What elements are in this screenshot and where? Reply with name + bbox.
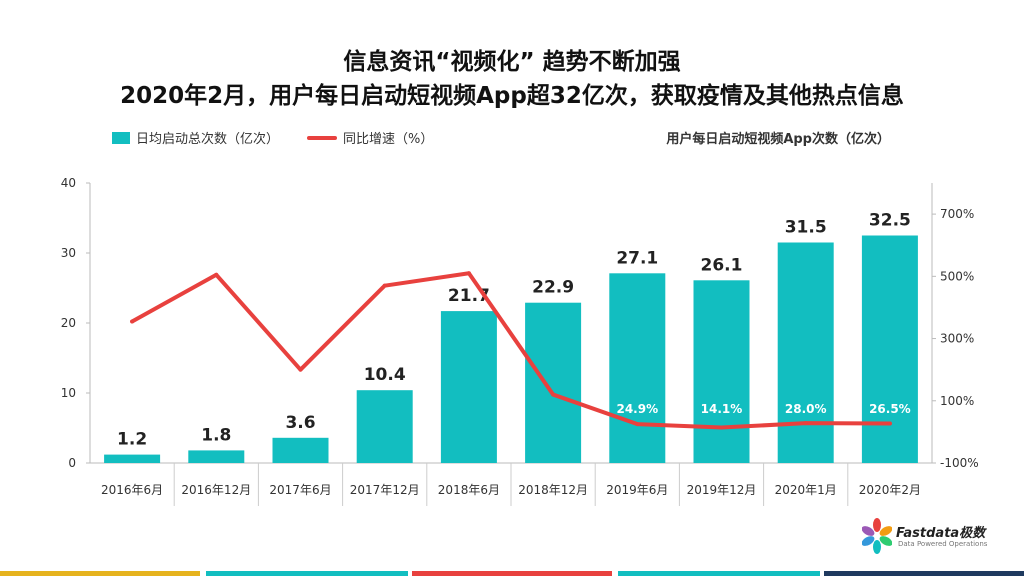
y-left-tick-label: 20 — [61, 316, 76, 330]
legend-item-bar: 日均启动总次数（亿次） — [112, 128, 279, 147]
y-right-tick-label: 500% — [940, 269, 974, 283]
bar-value-label: 32.5 — [869, 211, 911, 231]
flower-icon — [862, 518, 892, 554]
x-tick-label: 2019年12月 — [687, 483, 757, 497]
x-tick-label: 2019年6月 — [606, 483, 668, 497]
footer-stripe — [0, 571, 200, 576]
brand-logo: Fastdata极数 Data Powered Operations — [862, 516, 1002, 556]
bar — [272, 437, 329, 463]
x-tick-label: 2020年1月 — [775, 483, 837, 497]
bar-value-label: 26.1 — [701, 255, 743, 275]
legend-item-line: 同比增速（%） — [307, 128, 433, 147]
x-tick-label: 2018年6月 — [438, 483, 500, 497]
x-tick-label: 2020年2月 — [859, 483, 921, 497]
bar-value-label: 10.4 — [364, 365, 406, 385]
legend-label-line: 同比增速（%） — [343, 132, 434, 147]
growth-point — [382, 283, 387, 288]
bar — [356, 390, 413, 463]
bar — [861, 235, 918, 463]
growth-value-label: 14.1% — [701, 402, 743, 416]
growth-value-label: 28.0% — [785, 402, 827, 416]
bar-value-label: 22.9 — [532, 278, 574, 298]
bar-value-label: 3.6 — [285, 413, 315, 433]
logo-tagline: Data Powered Operations — [898, 540, 988, 548]
y-left-tick-label: 10 — [61, 386, 76, 400]
bar-value-label: 27.1 — [616, 248, 658, 268]
y-left-tick-label: 40 — [61, 176, 76, 190]
footer-stripe — [618, 571, 820, 576]
x-tick-label: 2016年6月 — [101, 483, 163, 497]
x-tick-label: 2018年12月 — [518, 483, 588, 497]
bar-value-label: 1.8 — [201, 425, 231, 445]
growth-value-label: 24.9% — [616, 402, 658, 416]
x-tick-label: 2016年12月 — [181, 483, 251, 497]
bar — [777, 242, 834, 463]
y-left-tick-label: 30 — [61, 246, 76, 260]
logo-name: Fastdata极数 — [896, 526, 986, 541]
bar-value-label: 31.5 — [785, 218, 827, 238]
bar-value-label: 1.2 — [117, 430, 147, 450]
growth-value-label: 26.5% — [869, 402, 911, 416]
bar — [693, 280, 750, 463]
bar — [440, 311, 497, 463]
footer-stripe — [412, 571, 612, 576]
y-right-tick-label: 100% — [940, 394, 974, 408]
legend: 日均启动总次数（亿次） 同比增速（%） — [112, 128, 461, 147]
growth-point — [466, 271, 471, 276]
legend-swatch-line — [307, 135, 338, 140]
y-right-tick-label: 300% — [940, 332, 974, 346]
y-left-tick-label: 0 — [68, 456, 76, 470]
growth-point — [803, 421, 808, 426]
legend-swatch-bar — [112, 131, 130, 144]
x-tick-label: 2017年12月 — [350, 483, 420, 497]
bar — [104, 454, 161, 463]
growth-point — [130, 319, 135, 324]
chart-title-line2: 2020年2月，用户每日启动短视频App超32亿次，获取疫情及其他热点信息 — [120, 83, 904, 109]
growth-point — [887, 421, 892, 426]
growth-point — [635, 422, 640, 427]
bar — [188, 450, 245, 463]
chart-title-line1: 信息资讯“视频化” 趋势不断加强 — [343, 49, 681, 75]
bar — [525, 302, 582, 463]
y-right-tick-label: -100% — [940, 456, 979, 470]
legend-label-bar: 日均启动总次数（亿次） — [136, 132, 280, 147]
growth-line — [130, 271, 892, 430]
growth-point — [551, 392, 556, 397]
growth-point — [298, 367, 303, 372]
y-right-tick-label: 700% — [940, 207, 974, 221]
bar — [609, 273, 666, 463]
growth-point — [214, 272, 219, 277]
footer-stripe — [206, 571, 408, 576]
x-tick-label: 2017年6月 — [269, 483, 331, 497]
footer-stripe — [824, 571, 1024, 576]
chart-subtitle: 用户每日启动短视频App次数（亿次） — [666, 132, 890, 147]
growth-point — [719, 425, 724, 430]
